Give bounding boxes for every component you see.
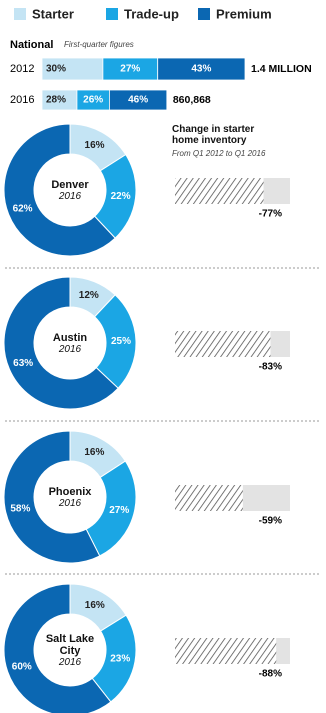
value-label: 30% bbox=[46, 64, 66, 75]
value-label: -77% bbox=[259, 209, 282, 220]
total-label: 860,868 bbox=[173, 94, 211, 106]
donut-slice bbox=[3, 123, 116, 257]
donut-slice bbox=[3, 276, 119, 410]
value-label: 22% bbox=[111, 191, 131, 202]
bar bbox=[175, 331, 271, 357]
value-label: 62% bbox=[13, 203, 33, 214]
value-label: 25% bbox=[111, 336, 131, 347]
legend-label: Trade-up bbox=[124, 6, 179, 21]
value-label: 16% bbox=[84, 447, 104, 458]
value-label: -88% bbox=[259, 669, 282, 680]
legend-label: Premium bbox=[216, 6, 272, 21]
value-label: 12% bbox=[79, 290, 99, 301]
value-label: 23% bbox=[110, 653, 130, 664]
total-label: 1.4 MILLION bbox=[251, 63, 312, 75]
legend-label: Starter bbox=[32, 6, 74, 21]
bar bbox=[175, 485, 243, 511]
bar-segment bbox=[157, 57, 246, 81]
value-label: 60% bbox=[12, 661, 32, 672]
year: 2016 bbox=[58, 190, 82, 202]
value-label: 28% bbox=[46, 95, 66, 106]
bar bbox=[175, 638, 277, 664]
donut-slice bbox=[3, 430, 101, 564]
city-name: Salt Lake City bbox=[45, 632, 95, 657]
bar bbox=[175, 178, 264, 204]
value-label: 27% bbox=[109, 505, 129, 516]
change-subtitle: From Q1 2012 to Q1 2016 bbox=[172, 149, 266, 158]
change-title: Change in starter home inventory bbox=[172, 124, 255, 146]
city-name: Phoenix bbox=[48, 485, 92, 498]
value-label: -59% bbox=[259, 516, 282, 527]
year: 2016 bbox=[58, 656, 82, 668]
legend-swatch bbox=[198, 8, 210, 20]
national-subtitle: First-quarter figures bbox=[64, 40, 134, 49]
city-name: Denver bbox=[51, 178, 89, 191]
legend-swatch bbox=[14, 8, 26, 20]
year: 2016 bbox=[58, 497, 82, 509]
value-label: 63% bbox=[13, 358, 33, 369]
value-label: 43% bbox=[191, 64, 211, 75]
value-label: 58% bbox=[10, 503, 30, 514]
value-label: 16% bbox=[85, 140, 105, 151]
bar-segment bbox=[109, 89, 168, 111]
row-label: 2012 bbox=[10, 63, 34, 75]
year: 2016 bbox=[58, 343, 82, 355]
value-label: 26% bbox=[83, 95, 103, 106]
city-name: Austin bbox=[52, 331, 88, 344]
value-label: -83% bbox=[259, 362, 282, 373]
value-label: 16% bbox=[85, 600, 105, 611]
national-title: National bbox=[10, 39, 53, 51]
value-label: 46% bbox=[128, 95, 148, 106]
legend-swatch bbox=[106, 8, 118, 20]
donut-slice bbox=[3, 583, 112, 713]
value-label: 27% bbox=[120, 64, 140, 75]
row-label: 2016 bbox=[10, 94, 34, 106]
